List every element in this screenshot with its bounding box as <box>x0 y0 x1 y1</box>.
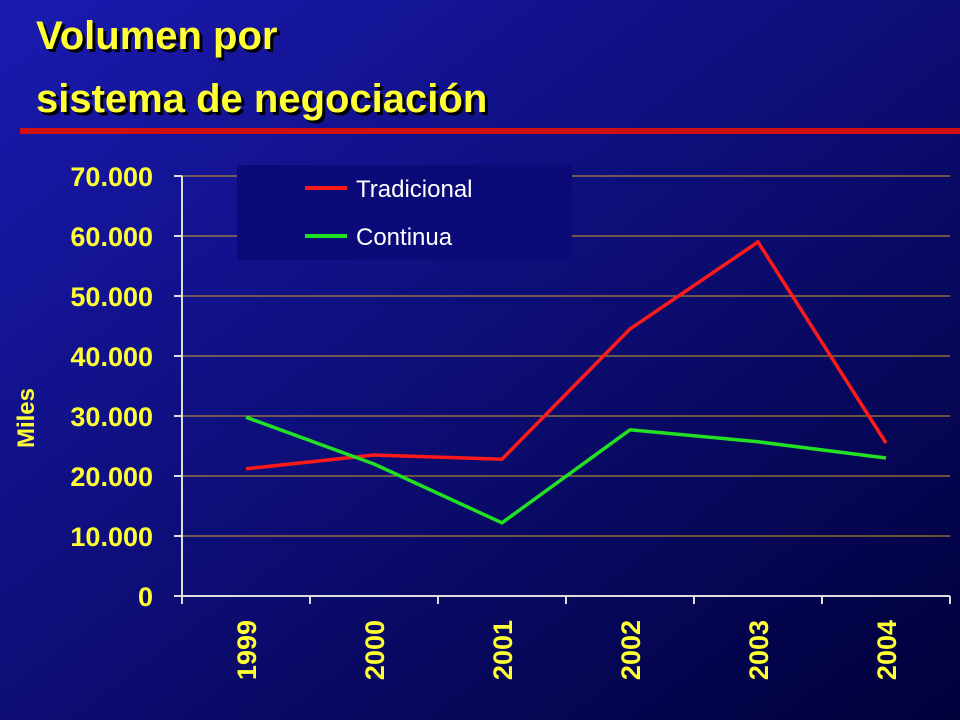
title-rule <box>20 128 960 134</box>
x-tick-label: 2000 <box>360 620 390 680</box>
y-tick-label: 0 <box>138 582 153 612</box>
title-line: sistema de negociación <box>36 77 487 121</box>
x-tick-label: 1999 <box>232 620 262 680</box>
legend-label: Continua <box>356 224 453 251</box>
y-tick-label: 30.000 <box>70 402 153 432</box>
y-tick-label: 60.000 <box>70 222 153 252</box>
title-shadow: Volumen por <box>39 17 280 61</box>
y-tick-label: 50.000 <box>70 282 153 312</box>
y-tick-label: 20.000 <box>70 462 153 492</box>
series-line <box>245 415 887 525</box>
title-line: Volumen por <box>36 14 277 58</box>
y-tick-label: 70.000 <box>70 162 153 192</box>
x-tick-label: 2004 <box>872 620 902 680</box>
legend-box <box>237 165 572 260</box>
x-tick-label: 2003 <box>744 620 774 680</box>
x-tick-label: 2002 <box>616 620 646 680</box>
title-shadow: sistema de negociación <box>39 80 490 124</box>
title: Volumen por Volumen por sistema de negoc… <box>36 14 490 124</box>
y-axis-label: Miles <box>13 388 40 448</box>
y-tick-label: 40.000 <box>70 342 153 372</box>
legend-label: Tradicional <box>356 176 473 203</box>
y-tick-label: 10.000 <box>70 522 153 552</box>
x-tick-label: 2001 <box>488 620 518 680</box>
